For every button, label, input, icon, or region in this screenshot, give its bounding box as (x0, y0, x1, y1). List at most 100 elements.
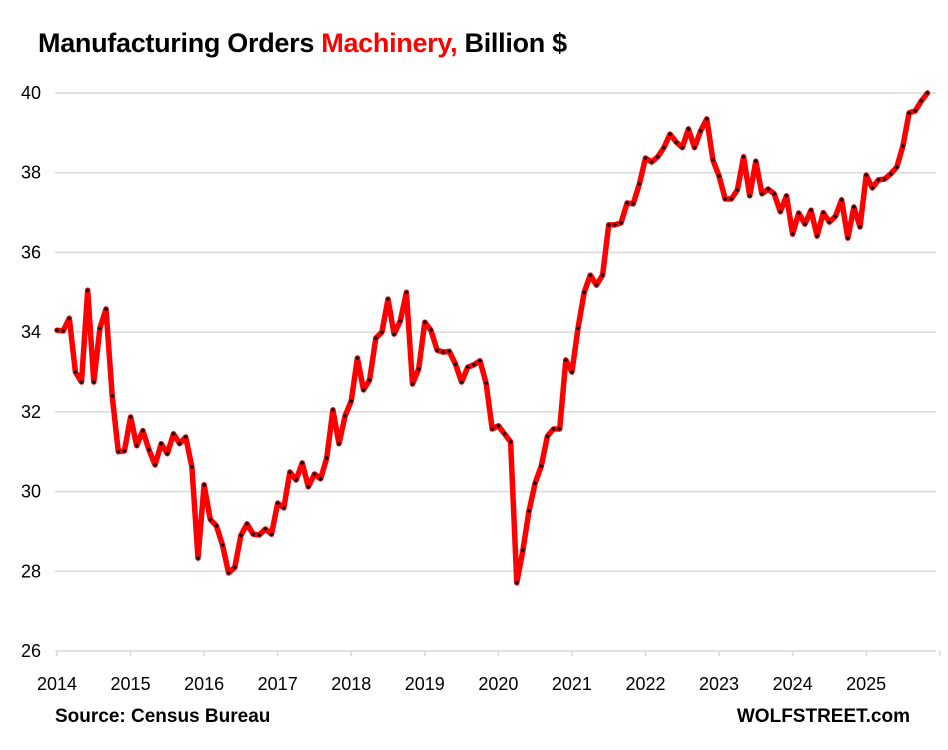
x-tick-label: 2016 (184, 674, 224, 694)
data-point (97, 325, 103, 331)
data-point (60, 328, 66, 334)
data-point (85, 288, 90, 293)
data-point (900, 143, 906, 149)
x-tick-label: 2023 (699, 674, 739, 694)
data-point (269, 532, 274, 537)
data-point (257, 532, 262, 538)
x-tick-label: 2024 (773, 674, 813, 694)
data-point (894, 164, 900, 170)
data-point (232, 565, 237, 570)
data-point (532, 481, 538, 486)
data-point (784, 193, 789, 199)
data-point (790, 231, 795, 237)
data-point (827, 219, 832, 225)
data-point (686, 126, 691, 132)
data-point (122, 448, 127, 454)
data-point (845, 235, 850, 241)
data-point (109, 393, 115, 399)
data-point (667, 131, 673, 137)
y-tick-label: 26 (21, 641, 41, 661)
data-point (398, 318, 403, 324)
data-point (833, 213, 838, 219)
data-point (551, 426, 556, 432)
brand-watermark: WOLFSTREET.com (736, 706, 910, 727)
data-point (116, 449, 121, 454)
x-tick-label: 2020 (478, 674, 518, 694)
data-point (661, 145, 667, 150)
series-machinery (54, 90, 931, 586)
data-point (502, 431, 507, 436)
data-point (447, 349, 452, 354)
data-point (152, 462, 158, 468)
data-point (367, 377, 372, 383)
chart-title-part1: Manufacturing Orders (38, 28, 322, 58)
data-point (440, 349, 446, 355)
data-point (643, 155, 648, 161)
x-tick-label: 2015 (111, 674, 151, 694)
data-point (508, 439, 513, 444)
data-point (913, 108, 918, 114)
data-point (410, 381, 415, 387)
series-line (54, 90, 931, 586)
data-point (637, 181, 642, 187)
data-point (882, 176, 887, 182)
data-point (428, 327, 434, 333)
data-point (698, 128, 703, 134)
data-point (79, 379, 84, 385)
data-point (422, 319, 427, 325)
data-point (226, 570, 231, 576)
data-point (391, 331, 397, 337)
y-tick-label: 32 (21, 402, 41, 422)
data-point (588, 272, 593, 278)
data-point (208, 517, 213, 522)
data-point (287, 469, 293, 475)
data-point (159, 441, 164, 446)
data-point (330, 407, 336, 413)
data-point (741, 154, 746, 159)
data-point (459, 379, 464, 385)
data-point (324, 455, 329, 461)
data-point (680, 145, 685, 150)
data-point (631, 201, 636, 207)
data-point (300, 460, 305, 466)
data-point (477, 358, 483, 364)
data-point (655, 154, 660, 159)
data-point (171, 431, 176, 436)
data-point (128, 414, 133, 420)
data-point (514, 580, 519, 586)
data-point (520, 547, 526, 553)
data-point (342, 413, 348, 419)
x-tick-label: 2021 (552, 674, 592, 694)
data-point (275, 500, 280, 506)
data-point (496, 423, 501, 429)
x-tick-label: 2018 (331, 674, 371, 694)
data-point (434, 347, 440, 353)
data-point (361, 387, 366, 393)
data-point (814, 233, 820, 239)
data-point (624, 200, 630, 206)
data-point (851, 204, 857, 210)
data-point (238, 533, 244, 538)
data-point (189, 464, 195, 470)
y-axis-ticks: 26 28 30 32 34 36 38 40 (21, 83, 41, 661)
data-point (306, 484, 311, 489)
data-point (73, 369, 78, 375)
data-point (54, 327, 60, 333)
data-point (919, 98, 924, 104)
data-point (569, 369, 575, 375)
data-point (140, 428, 146, 433)
x-tick-label: 2017 (258, 674, 298, 694)
data-point (177, 441, 182, 446)
data-point (600, 272, 605, 278)
data-point (863, 172, 869, 178)
data-point (575, 325, 581, 331)
x-axis-ticks: 2014 2015 2016 2017 2018 2019 2020 2021 2022 2023… (37, 674, 886, 694)
data-point (692, 145, 697, 150)
chart-title-highlight: Machinery, (321, 28, 458, 58)
data-point (134, 443, 139, 448)
data-point (165, 451, 170, 456)
data-point (747, 193, 752, 199)
data-point (318, 476, 323, 482)
y-tick-label: 40 (21, 83, 41, 103)
data-point (220, 542, 225, 548)
